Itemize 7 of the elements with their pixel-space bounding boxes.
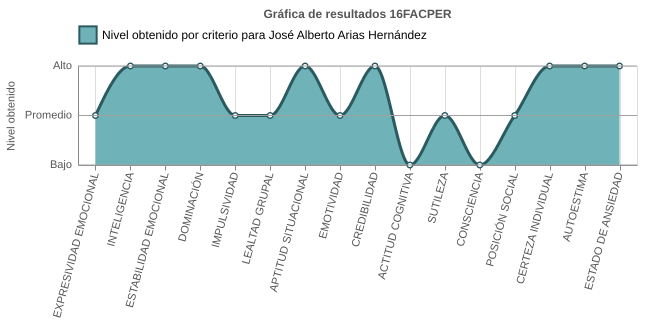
x-tick-label: LEALTAD GRUPAL [240, 170, 276, 266]
y-axis-title: Nivel obtenido [6, 81, 18, 151]
legend-label: Nivel obtenido por criterio para José Alberto Arias Hernández [102, 28, 427, 42]
ref-line-label: Bajo [50, 159, 72, 171]
ref-line-label: Alto [53, 60, 72, 72]
ref-line-label: Promedio [24, 110, 72, 122]
chart-title: Gráfica de resultados 16FACPER [263, 7, 452, 21]
